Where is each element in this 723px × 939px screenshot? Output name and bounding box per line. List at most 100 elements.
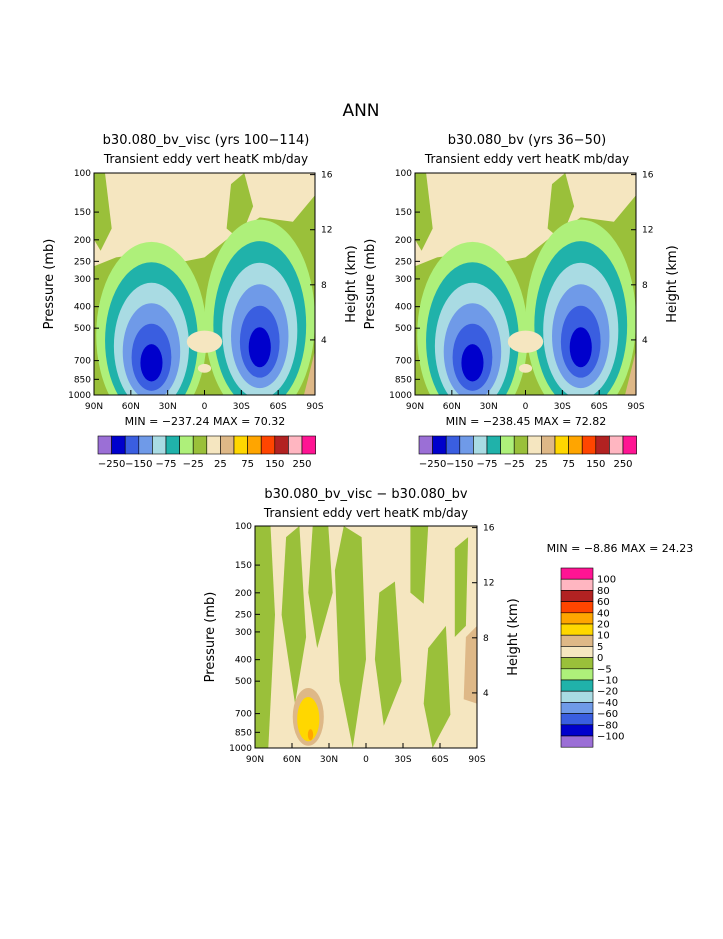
panel-left-labelbar-box — [260, 435, 276, 455]
panel-diff-ytick-label: 700 — [235, 710, 252, 720]
panel-right-lobe0-level5 — [461, 344, 484, 382]
panel-diff-ytick-label: 300 — [235, 628, 252, 638]
panel-diff-y2tick-label: 8 — [483, 634, 489, 644]
panel-diff-labelbar-box — [560, 634, 594, 647]
panel-right-labelbar-label: −250 — [419, 459, 446, 470]
panel-right-ytick-label: 700 — [395, 357, 412, 367]
panel-right-ytick-label: 300 — [395, 275, 412, 285]
panel-right-green-strip — [415, 173, 433, 251]
panel-left-ytick-label: 500 — [74, 324, 91, 334]
panel-left-labelbar-box — [274, 435, 289, 455]
panel-left-xtick-label: 90N — [85, 402, 103, 412]
panel-right-labelbar-box — [445, 435, 461, 455]
panel-left-y2tick-label: 12 — [321, 226, 332, 236]
panel-left-labelbar-label: 150 — [265, 459, 284, 470]
panel-right-y2tick-label: 4 — [642, 336, 648, 346]
panel-left-y2tick-label: 16 — [321, 171, 333, 181]
panel-diff-neg-strip5 — [410, 526, 429, 604]
panel-diff-xtick-label: 60N — [283, 755, 301, 765]
panel-left: b30.080_bv_visc (yrs 100−114) Transient … — [42, 133, 359, 470]
panel-right-labelbar-box — [622, 435, 637, 455]
panel-left-ytick-label: 150 — [74, 208, 91, 218]
panel-right-ytick-label: 500 — [395, 324, 412, 334]
panel-diff-ytick-label: 250 — [235, 610, 252, 620]
panel-left-labelbar-box — [192, 435, 208, 455]
panel-right-xtick-label: 0 — [523, 402, 529, 412]
panel-right-minmax: MIN = −238.45 MAX = 72.82 — [446, 415, 607, 428]
panel-diff-yellow-blob — [297, 696, 320, 742]
panel-left-labelbar-label: −250 — [98, 459, 125, 470]
panel-right-xtick-label: 60S — [591, 402, 608, 412]
panel-diff-ytick-label: 100 — [235, 522, 252, 532]
panel-right-labelbar-box — [581, 435, 597, 455]
panel-left-labelbar-label: 75 — [241, 459, 254, 470]
panel-diff-ytick-label: 850 — [235, 728, 252, 738]
panel-right-labelbar-label: 150 — [586, 459, 605, 470]
panel-left-title: b30.080_bv_visc (yrs 100−114) — [103, 133, 310, 148]
panel-right-ytick-label: 100 — [395, 169, 412, 179]
panel-right-labelbar-box — [568, 435, 583, 455]
panel-diff-ytick-label: 150 — [235, 561, 252, 571]
panel-left-xtick-label: 60S — [270, 402, 287, 412]
panel-diff-orange-dot — [307, 729, 314, 741]
panel-diff-y2tick-label: 12 — [483, 579, 494, 589]
panel-left-lobe1-level5 — [248, 327, 271, 368]
panel-left-labelbar-box — [138, 435, 153, 455]
panel-diff-labelbar-label: 20 — [597, 620, 610, 631]
panel-left-labelbar-box — [247, 435, 262, 455]
panel-right-patch-edge — [625, 350, 636, 395]
panel-left-ylabel: Pressure (mb) — [42, 239, 57, 330]
panel-right-y2tick-label: 8 — [642, 281, 648, 291]
panel-right-ytick-label: 250 — [395, 257, 412, 267]
panel-diff-labelbar-box — [560, 724, 594, 737]
panel-diff-neg-strip4 — [374, 581, 402, 726]
panel-diff-axes: 100 150 200 250 300 400 500 700 850 1000 16 12 8 4 90N… — [229, 522, 495, 765]
panel-right-y2tick-label: 16 — [642, 171, 654, 181]
panel-right-labelbar-box — [527, 435, 542, 455]
panel-right-xtick-label: 30N — [480, 402, 498, 412]
panel-left-minmax: MIN = −237.24 MAX = 70.32 — [125, 415, 286, 428]
panel-diff-labelbar-label: −100 — [597, 732, 624, 743]
panel-diff-tan-edge — [463, 625, 477, 704]
panel-left-ytick-label: 400 — [74, 303, 91, 313]
panel-diff-y2tick-label: 4 — [483, 689, 489, 699]
panel-right-labelbar-label: 250 — [613, 459, 632, 470]
panel-diff-labelbar-label: −10 — [597, 676, 618, 687]
panel-right-title: b30.080_bv (yrs 36−50) — [448, 133, 606, 148]
panel-left-xtick-label: 60N — [122, 402, 140, 412]
panel-right: b30.080_bv (yrs 36−50) Transient eddy ve… — [363, 133, 680, 470]
panel-right-labelbar-box — [609, 435, 624, 455]
panel-diff-labelbar-label: 0 — [597, 653, 603, 664]
panel-left-labelbar-box — [124, 435, 140, 455]
panel-diff-neg-strip2 — [308, 526, 333, 649]
panel-right-ytick-label: 1000 — [389, 391, 412, 401]
panel-diff-labelbar-box — [560, 601, 594, 614]
panel-diff-xtick-label: 60S — [431, 755, 448, 765]
panel-diff-labelbar-box — [560, 578, 594, 591]
panel-left-subtitle: Transient eddy vert heatK mb/day — [103, 152, 308, 166]
panel-right-patch-small — [518, 363, 533, 373]
panel-left-patch-edge — [303, 350, 315, 395]
panel-right-xtick-label: 60N — [443, 402, 461, 412]
panel-diff-labelbar-box — [560, 713, 594, 726]
panel-diff-labelbar-box — [560, 702, 594, 714]
panel-right-lobe1-level5 — [569, 327, 592, 368]
panel-right-ytick-label: 200 — [395, 236, 412, 246]
panel-diff-labelbar-label: −20 — [597, 687, 618, 698]
panel-diff-labelbar-label: 10 — [597, 631, 610, 642]
panel-diff-xtick-label: 30S — [394, 755, 411, 765]
panel-left-y2tick-label: 4 — [321, 336, 327, 346]
panel-diff-labelbar-box — [560, 646, 594, 658]
panel-diff-labelbar-box — [560, 612, 594, 625]
panel-diff-neg-strip3 — [334, 526, 366, 748]
panel-left-ytick-label: 1000 — [68, 391, 91, 401]
panel-left-ytick-label: 200 — [74, 236, 91, 246]
panel-diff-contour-field — [255, 526, 477, 748]
panel-diff-ytick-label: 400 — [235, 656, 252, 666]
panel-right-ytick-label: 150 — [395, 208, 412, 218]
panel-left-labelbar-box — [206, 435, 221, 455]
panel-left-ytick-label: 100 — [74, 169, 91, 179]
panel-right-labelbar-box — [432, 435, 447, 455]
panel-left-axes: 100 150 200 250 300 400 500 700 850 1000 16 12 8 4 90N… — [68, 169, 333, 412]
panel-right-labelbar-label: −25 — [504, 459, 525, 470]
